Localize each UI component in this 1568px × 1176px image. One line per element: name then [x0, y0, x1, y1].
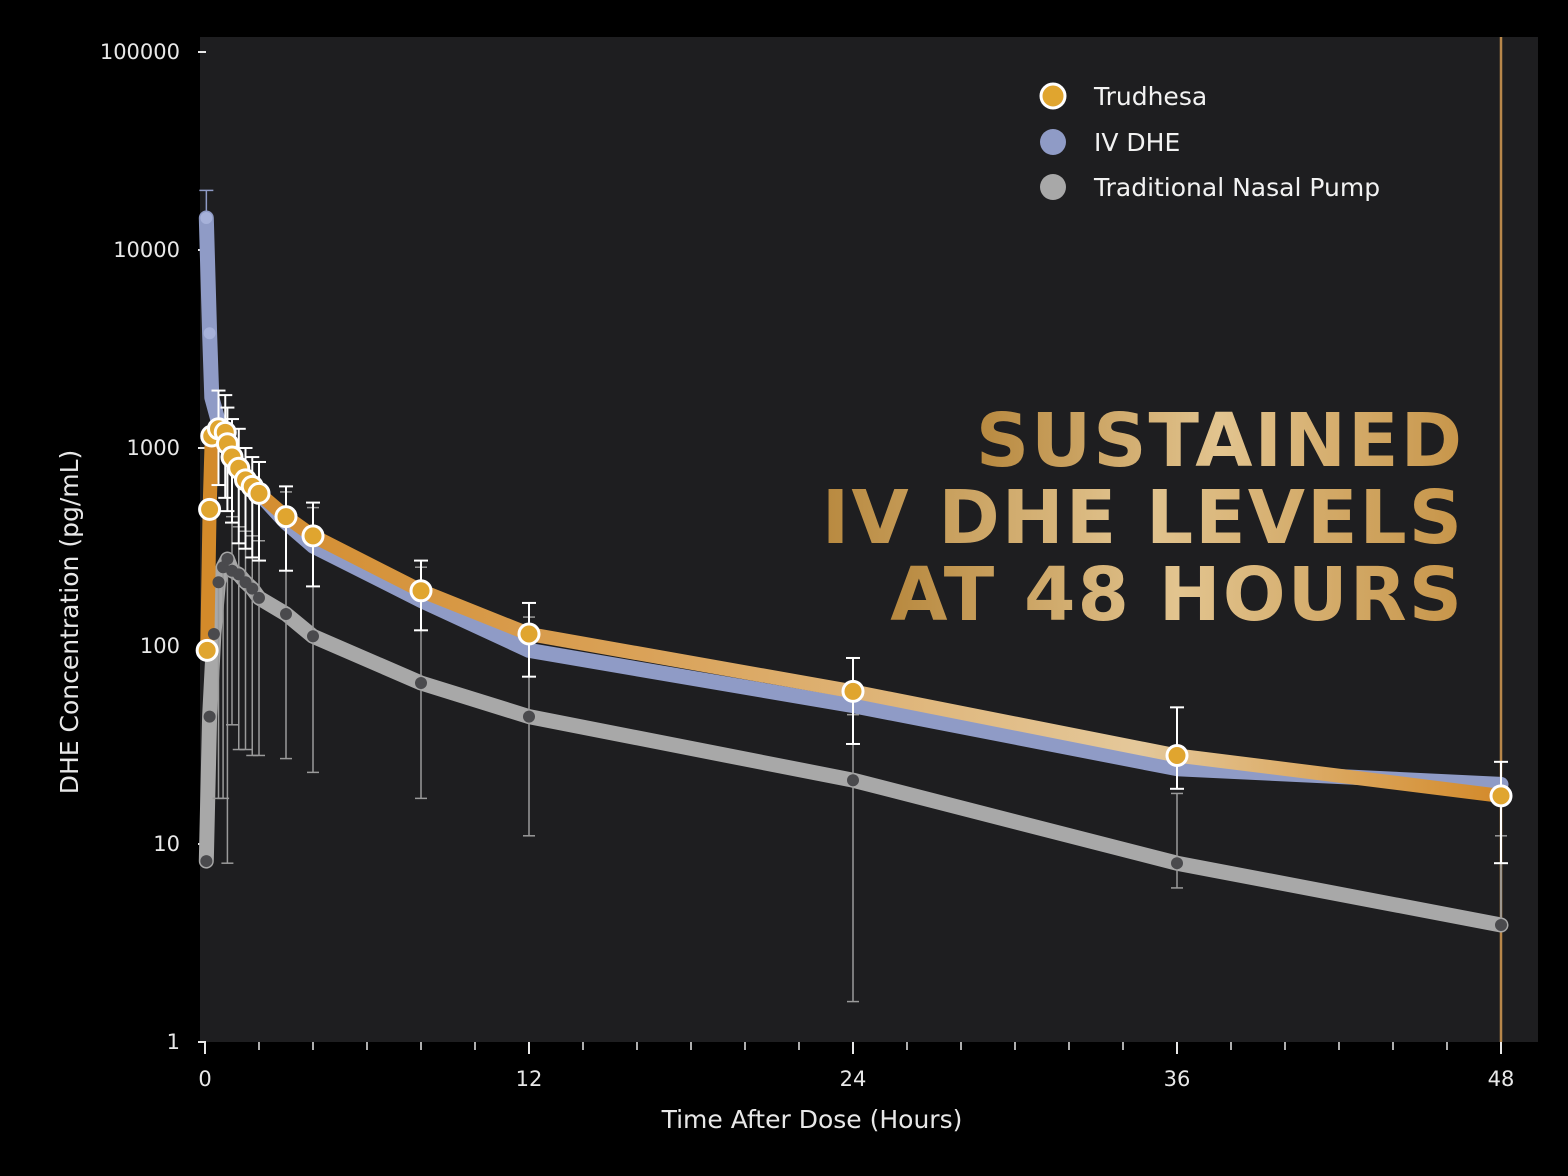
- nasal-pump-legend-swatch: [1040, 174, 1066, 200]
- trudhesa-data-point: [841, 679, 865, 703]
- trudhesa-data-point: [198, 497, 222, 521]
- nasal-pump-data-point: [280, 608, 292, 621]
- nasal-pump-data-point: [415, 677, 427, 690]
- legend-item-trudhesa[interactable]: Trudhesa: [1039, 82, 1207, 111]
- trudhesa-data-point: [195, 638, 219, 662]
- y-tick-label: 100: [140, 634, 180, 658]
- nasal-pump-data-point: [212, 576, 225, 589]
- nasal-pump-data-point: [253, 591, 265, 604]
- plot-area: [200, 37, 1538, 1042]
- legend-item-nasal-pump[interactable]: Traditional Nasal Pump: [1040, 173, 1380, 202]
- trudhesa-data-point: [517, 622, 541, 646]
- x-axis: 0 12 24 36 48: [198, 1042, 1514, 1091]
- y-tick-label: 10000: [113, 238, 180, 262]
- y-tick-label: 1: [167, 1030, 180, 1054]
- x-tick-label: 12: [516, 1067, 543, 1091]
- error-bar-layer: [199, 189, 1508, 1003]
- trudhesa-data-point: [1165, 743, 1189, 767]
- y-axis-title: DHE Concentration (pg/mL): [55, 450, 84, 795]
- x-tick-label: 36: [1164, 1067, 1191, 1091]
- iv-dhe-legend-swatch: [1040, 129, 1066, 155]
- nasal-pump-data-point: [203, 710, 216, 723]
- headline: SUSTAINED IV DHE LEVELS AT 48 HOURS: [822, 398, 1464, 638]
- legend-label-nasal-pump: Traditional Nasal Pump: [1093, 173, 1380, 202]
- trudhesa-data-point: [409, 579, 433, 603]
- x-axis-title: Time After Dose (Hours): [661, 1105, 963, 1134]
- headline-line-1: SUSTAINED: [976, 398, 1464, 484]
- nasal-pump-data-point: [1495, 918, 1507, 931]
- legend-label-trudhesa: Trudhesa: [1093, 82, 1207, 111]
- x-tick-label: 24: [840, 1067, 867, 1091]
- nasal-pump-data-point: [1171, 857, 1183, 870]
- trudhesa-legend-swatch: [1039, 82, 1067, 110]
- iv-dhe-data-point: [203, 327, 216, 340]
- headline-line-2: IV DHE LEVELS: [822, 475, 1464, 561]
- y-tick-label: 1000: [127, 436, 180, 460]
- trudhesa-data-point: [301, 524, 325, 548]
- trudhesa-data-point: [274, 505, 298, 529]
- legend-label-iv-dhe: IV DHE: [1094, 128, 1180, 157]
- trudhesa-data-point: [1489, 784, 1513, 808]
- nasal-pump-data-point: [847, 774, 859, 787]
- marker-layer: [195, 212, 1513, 931]
- x-tick-label: 48: [1488, 1067, 1515, 1091]
- nasal-pump-data-point: [200, 855, 213, 868]
- iv-dhe-data-point: [200, 212, 213, 225]
- y-tick-label: 100000: [100, 40, 180, 64]
- headline-line-3: AT 48 HOURS: [890, 552, 1464, 638]
- nasal-pump-data-point: [523, 710, 535, 723]
- nasal-pump-data-point: [307, 630, 319, 643]
- y-axis: 1 10 100 1000 10000 100000: [100, 40, 206, 1054]
- nasal-pump-data-point: [246, 582, 259, 595]
- trudhesa-data-point: [247, 481, 271, 505]
- nasal-pump-data-point: [221, 553, 234, 566]
- nasal-pump-data-point: [232, 568, 245, 581]
- y-tick-label: 10: [153, 832, 180, 856]
- nasal-pump-data-point: [207, 627, 220, 640]
- legend-item-iv-dhe[interactable]: IV DHE: [1040, 128, 1180, 157]
- x-tick-label: 0: [198, 1067, 211, 1091]
- legend: Trudhesa IV DHE Traditional Nasal Pump: [1039, 82, 1380, 202]
